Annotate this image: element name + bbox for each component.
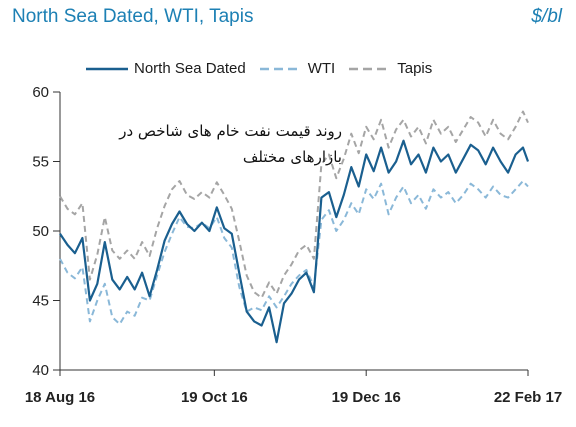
chart-axes: 40 45 50 55 60 18 Aug 16 19 Oct 16 19 Dec 16 22 … — [25, 84, 562, 406]
legend-item-tapis: Tapis — [349, 60, 432, 77]
x-tick-label: 22 Feb 17 — [494, 389, 562, 406]
legend-label-tapis: Tapis — [397, 60, 433, 77]
legend-swatch-wti — [259, 67, 302, 70]
legend-label-wti: WTI — [307, 60, 336, 77]
x-tick-label: 19 Dec 16 — [332, 389, 401, 406]
persian-annotation: روند قیمت نفت خام های شاخص در بازارهای م… — [70, 118, 342, 170]
annotation-line-2: بازارهای مختلف — [242, 148, 342, 166]
chart-legend: North Sea Dated WTI Tapis — [86, 60, 446, 77]
series-line-wti — [59, 180, 529, 326]
unit-label: $/bl — [531, 6, 562, 27]
x-tick-label: 18 Aug 16 — [25, 389, 95, 406]
series-layer — [59, 110, 530, 344]
series-line-tapis — [59, 110, 529, 299]
annotation-line-1: روند قیمت نفت خام های شاخص در — [119, 122, 342, 140]
y-tick-label: 45 — [32, 293, 49, 310]
legend-item-north-sea-dated: North Sea Dated — [86, 60, 246, 77]
legend-label-north-sea-dated: North Sea Dated — [134, 60, 246, 77]
y-tick-label: 40 — [32, 362, 49, 379]
y-tick-label: 50 — [32, 223, 49, 240]
legend-swatch-north-sea-dated — [86, 67, 128, 70]
chart-title: North Sea Dated, WTI, Tapis — [12, 6, 254, 27]
legend-item-wti: WTI — [259, 60, 336, 77]
legend-swatch-tapis — [349, 67, 392, 70]
y-tick-label: 55 — [32, 154, 49, 171]
series-line-north-sea-dated — [59, 139, 530, 344]
x-tick-label: 19 Oct 16 — [181, 389, 248, 406]
y-tick-label: 60 — [32, 84, 49, 101]
